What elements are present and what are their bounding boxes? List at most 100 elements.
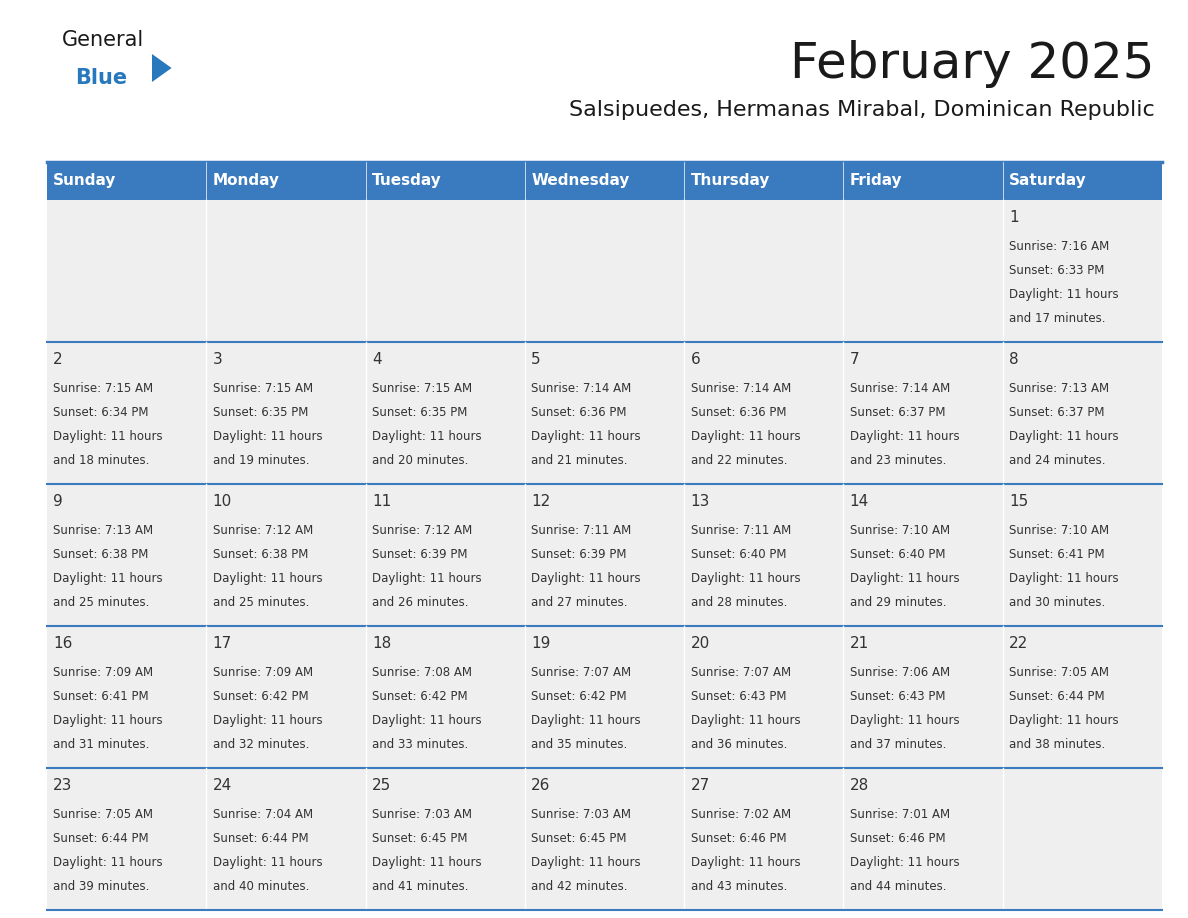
Text: 21: 21 [849,636,870,651]
Text: and 27 minutes.: and 27 minutes. [531,596,627,610]
Bar [207,484,366,626]
Text: Sunrise: 7:06 AM: Sunrise: 7:06 AM [849,666,950,678]
Text: Sunrise: 7:03 AM: Sunrise: 7:03 AM [531,808,631,821]
Text: Sunrise: 7:11 AM: Sunrise: 7:11 AM [531,524,632,537]
Bar [207,626,366,768]
Text: Daylight: 11 hours: Daylight: 11 hours [849,856,960,869]
Text: and 25 minutes.: and 25 minutes. [213,596,309,610]
Bar [684,768,843,910]
Text: Daylight: 11 hours: Daylight: 11 hours [53,856,163,869]
Text: Sunset: 6:43 PM: Sunset: 6:43 PM [690,690,786,703]
Text: 26: 26 [531,778,550,793]
Text: and 37 minutes.: and 37 minutes. [849,738,946,751]
Text: Sunrise: 7:16 AM: Sunrise: 7:16 AM [1009,240,1110,252]
Text: Sunrise: 7:09 AM: Sunrise: 7:09 AM [213,666,312,678]
Bar [48,484,207,626]
Text: and 36 minutes.: and 36 minutes. [690,738,786,751]
Text: Sunset: 6:46 PM: Sunset: 6:46 PM [690,832,786,845]
Bar [1003,484,1162,626]
Text: 10: 10 [213,494,232,509]
Text: Sunset: 6:44 PM: Sunset: 6:44 PM [213,832,308,845]
Text: Daylight: 11 hours: Daylight: 11 hours [372,430,481,443]
Bar [525,484,684,626]
Bar [525,768,684,910]
Text: and 29 minutes.: and 29 minutes. [849,596,947,610]
Text: Sunrise: 7:13 AM: Sunrise: 7:13 AM [1009,382,1110,395]
Text: Daylight: 11 hours: Daylight: 11 hours [372,856,481,869]
Text: Sunrise: 7:15 AM: Sunrise: 7:15 AM [53,382,153,395]
Text: Sunrise: 7:11 AM: Sunrise: 7:11 AM [690,524,791,537]
Text: Daylight: 11 hours: Daylight: 11 hours [690,572,801,585]
Text: Sunset: 6:44 PM: Sunset: 6:44 PM [53,832,148,845]
Text: Sunset: 6:44 PM: Sunset: 6:44 PM [1009,690,1105,703]
Text: and 35 minutes.: and 35 minutes. [531,738,627,751]
Text: Friday: Friday [849,174,903,188]
Bar [1003,768,1162,910]
Bar [843,200,1003,342]
Text: and 39 minutes.: and 39 minutes. [53,880,150,893]
Text: Daylight: 11 hours: Daylight: 11 hours [1009,430,1119,443]
Text: Sunrise: 7:02 AM: Sunrise: 7:02 AM [690,808,791,821]
Text: 2: 2 [53,352,63,367]
Text: Sunset: 6:38 PM: Sunset: 6:38 PM [213,548,308,561]
Text: Sunrise: 7:10 AM: Sunrise: 7:10 AM [1009,524,1110,537]
Bar [366,200,525,342]
Bar [207,768,366,910]
Bar [207,162,366,200]
Bar [48,768,207,910]
Text: 8: 8 [1009,352,1019,367]
Bar [366,342,525,484]
Text: Thursday: Thursday [690,174,770,188]
Text: and 28 minutes.: and 28 minutes. [690,596,786,610]
Text: Sunset: 6:41 PM: Sunset: 6:41 PM [1009,548,1105,561]
Bar [684,484,843,626]
Bar [366,768,525,910]
Text: and 22 minutes.: and 22 minutes. [690,454,786,467]
Text: Sunrise: 7:07 AM: Sunrise: 7:07 AM [690,666,791,678]
Text: Sunset: 6:46 PM: Sunset: 6:46 PM [849,832,946,845]
Bar [207,200,366,342]
Bar [684,200,843,342]
Bar [207,342,366,484]
Text: Sunrise: 7:12 AM: Sunrise: 7:12 AM [213,524,312,537]
Text: Sunrise: 7:08 AM: Sunrise: 7:08 AM [372,666,472,678]
Text: Tuesday: Tuesday [372,174,442,188]
Text: Daylight: 11 hours: Daylight: 11 hours [372,572,481,585]
Text: Sunset: 6:45 PM: Sunset: 6:45 PM [531,832,627,845]
Text: and 38 minutes.: and 38 minutes. [1009,738,1105,751]
Bar [366,484,525,626]
Text: 1: 1 [1009,210,1019,225]
Text: Daylight: 11 hours: Daylight: 11 hours [1009,288,1119,301]
Bar [684,162,843,200]
Text: Sunset: 6:45 PM: Sunset: 6:45 PM [372,832,467,845]
Text: and 19 minutes.: and 19 minutes. [213,454,309,467]
Text: Sunset: 6:38 PM: Sunset: 6:38 PM [53,548,148,561]
Text: February 2025: February 2025 [790,40,1155,88]
Text: and 26 minutes.: and 26 minutes. [372,596,468,610]
Text: Daylight: 11 hours: Daylight: 11 hours [531,430,640,443]
Text: Sunrise: 7:14 AM: Sunrise: 7:14 AM [690,382,791,395]
Text: Sunset: 6:40 PM: Sunset: 6:40 PM [849,548,946,561]
Text: Sunset: 6:34 PM: Sunset: 6:34 PM [53,406,148,419]
Text: Sunset: 6:42 PM: Sunset: 6:42 PM [531,690,627,703]
Text: and 21 minutes.: and 21 minutes. [531,454,627,467]
Text: 14: 14 [849,494,870,509]
Text: Sunrise: 7:14 AM: Sunrise: 7:14 AM [849,382,950,395]
Text: Sunrise: 7:01 AM: Sunrise: 7:01 AM [849,808,950,821]
Text: Daylight: 11 hours: Daylight: 11 hours [213,856,322,869]
Bar [684,626,843,768]
Text: Sunrise: 7:05 AM: Sunrise: 7:05 AM [53,808,153,821]
Bar [843,768,1003,910]
Text: 9: 9 [53,494,63,509]
Text: 17: 17 [213,636,232,651]
Text: 5: 5 [531,352,541,367]
Text: 11: 11 [372,494,391,509]
Text: and 42 minutes.: and 42 minutes. [531,880,627,893]
Text: Sunset: 6:41 PM: Sunset: 6:41 PM [53,690,148,703]
Text: Saturday: Saturday [1009,174,1087,188]
Bar [843,162,1003,200]
Text: and 20 minutes.: and 20 minutes. [372,454,468,467]
Text: Sunset: 6:42 PM: Sunset: 6:42 PM [372,690,468,703]
Text: 12: 12 [531,494,550,509]
Text: 22: 22 [1009,636,1029,651]
